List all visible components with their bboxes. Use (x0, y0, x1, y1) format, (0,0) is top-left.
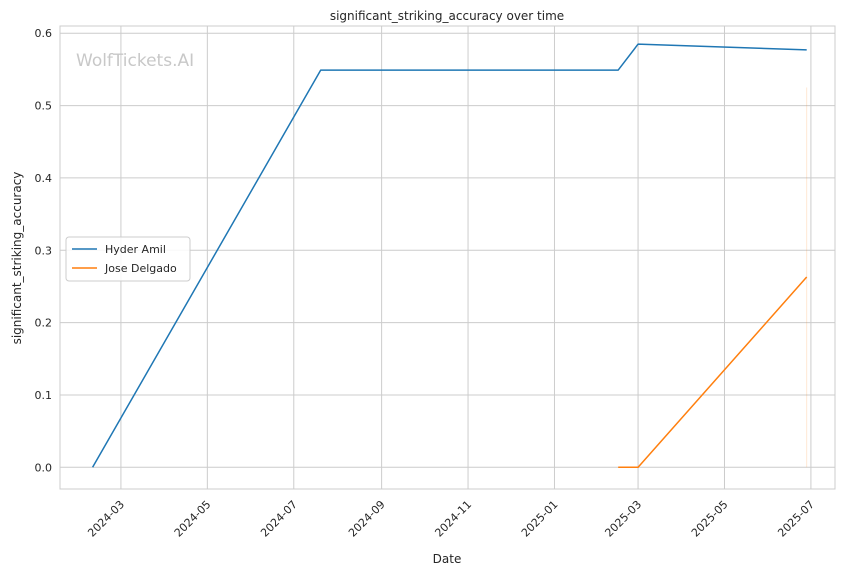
y-tick-label: 0.4 (35, 172, 53, 185)
y-tick-label: 0.6 (35, 27, 53, 40)
grid (60, 26, 835, 489)
legend: Hyder Amil Jose Delgado (65, 236, 191, 282)
legend-box (65, 236, 191, 282)
legend-label-hyder-amil: Hyder Amil (105, 243, 166, 256)
y-tick-label: 0.2 (35, 317, 53, 330)
chart-title: significant_striking_accuracy over time (330, 9, 564, 23)
legend-label-jose-delgado: Jose Delgado (104, 262, 177, 275)
x-axis-title: Date (433, 552, 462, 566)
y-axis-title: significant_striking_accuracy (10, 172, 24, 345)
y-tick-label: 0.1 (35, 389, 53, 402)
series-line-hyder-amil (91, 43, 807, 468)
y-tick-label: 0.3 (35, 244, 53, 257)
watermark: WolfTickets.AI (76, 51, 194, 71)
plot-frame (59, 25, 836, 490)
series-lines (91, 43, 808, 469)
series-line-jose-delgado (618, 276, 808, 469)
y-tick-label: 0.0 (35, 461, 53, 474)
y-tick-label: 0.5 (35, 100, 53, 113)
